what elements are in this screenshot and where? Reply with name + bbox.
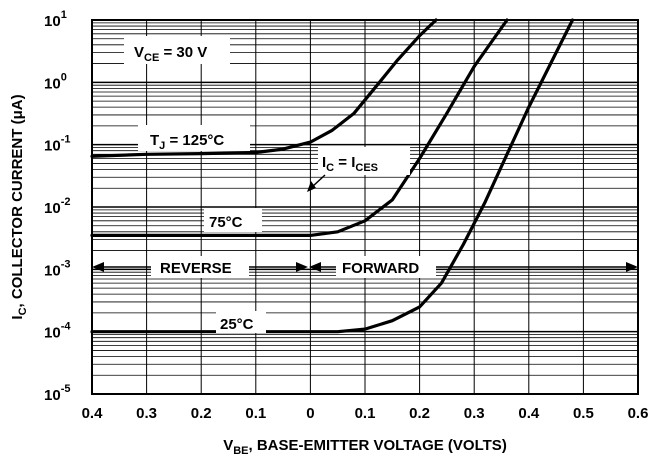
tj-label-bg bbox=[138, 125, 250, 151]
x-tick-label: 0.5 bbox=[573, 405, 594, 422]
forward-label: FORWARD bbox=[342, 260, 419, 277]
y-tick-label: 10-3 bbox=[44, 258, 70, 279]
x-tick-label: 0.4 bbox=[82, 405, 104, 422]
y-tick-label: 10-2 bbox=[44, 196, 70, 217]
forward-arrowhead-left bbox=[309, 262, 321, 272]
vce-label-bg bbox=[124, 36, 230, 64]
x-axis-label: VBE, BASE-EMITTER VOLTAGE (VOLTS) bbox=[223, 437, 507, 457]
x-tick-label: 0.4 bbox=[518, 405, 540, 422]
x-tick-label: 0.3 bbox=[464, 405, 485, 422]
y-tick-label: 10-5 bbox=[44, 383, 70, 404]
series-line-2 bbox=[90, 18, 575, 334]
ic-label-bg bbox=[318, 147, 410, 175]
tj-label: TJ = 125°C bbox=[150, 132, 224, 152]
forward-arrowhead-right bbox=[626, 262, 638, 272]
plot-frame bbox=[91, 19, 639, 395]
t25-label-bg bbox=[216, 311, 266, 333]
x-tick-labels: 0.4 0.3 0.2 0.1 0 0.1 0.2 0.3 0.4 0.5 0.6 bbox=[82, 405, 649, 422]
y-axis-label: IC, COLLECTOR CURRENT (μA) bbox=[9, 94, 29, 319]
x-tick-label: 0 bbox=[306, 405, 314, 422]
x-tick-label: 0.2 bbox=[409, 405, 430, 422]
ic-ices-arrowhead bbox=[307, 181, 316, 192]
t25-label: 25°C bbox=[220, 316, 254, 333]
vce-label: VCE = 30 V bbox=[134, 44, 207, 64]
series-line-0 bbox=[90, 18, 438, 158]
t75-label: 75°C bbox=[209, 214, 243, 231]
reverse-arrowhead-right bbox=[296, 262, 308, 272]
y-tick-label: 101 bbox=[44, 9, 67, 30]
reverse-label-bg bbox=[151, 256, 249, 278]
y-tick-label: 100 bbox=[44, 71, 67, 92]
series-line-1 bbox=[90, 18, 509, 237]
x-tick-label: 0.3 bbox=[136, 405, 157, 422]
x-tick-label: 0.2 bbox=[191, 405, 212, 422]
y-tick-label: 10-4 bbox=[44, 321, 71, 342]
x-tick-label: 0.6 bbox=[628, 405, 649, 422]
annotations: VCE = 30 V TJ = 125°C IC = ICES 75°C 25°… bbox=[92, 36, 638, 333]
y-tick-labels: 101 100 10-1 10-2 10-3 10-4 10-5 bbox=[44, 9, 71, 404]
forward-label-bg bbox=[336, 256, 436, 278]
y-tick-label: 10-1 bbox=[44, 134, 70, 155]
x-tick-label: 0.1 bbox=[245, 405, 266, 422]
ic-ices-label: IC = ICES bbox=[322, 154, 378, 174]
reverse-label: REVERSE bbox=[160, 260, 232, 277]
reverse-arrowhead-left bbox=[92, 262, 104, 272]
series-lines bbox=[90, 18, 575, 334]
t75-label-bg bbox=[204, 208, 262, 232]
x-tick-label: 0.1 bbox=[355, 405, 376, 422]
ic-ices-arrow bbox=[311, 174, 326, 188]
